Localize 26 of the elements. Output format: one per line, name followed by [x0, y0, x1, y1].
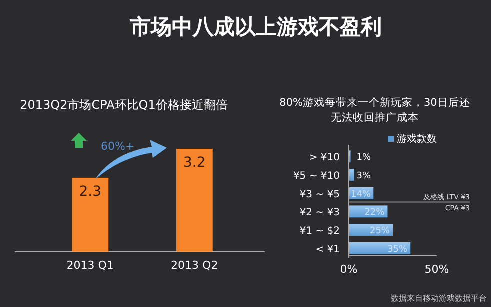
data-label: 1%: [356, 153, 372, 164]
text: 市场中八成以上游戏不盈利: [129, 15, 382, 39]
data-label: 14%: [350, 190, 372, 200]
legend-label: 游戏款数: [397, 133, 437, 145]
text: 数据来自移动游戏数据平台: [391, 294, 487, 303]
x-tick-label: 2013 Q2: [171, 259, 218, 272]
chart-title: 80%游戏每带来一个新玩家，30日后还无法收回推广成本: [280, 96, 470, 124]
y-tick-label: ¥5 ~ ¥10: [293, 170, 340, 182]
annotation: 60%+: [101, 140, 135, 153]
data-label: 35%: [388, 244, 408, 255]
data-label: 25%: [370, 226, 390, 237]
data-label: 2.3: [79, 184, 102, 200]
data-label: 3.2: [183, 155, 206, 171]
y-tick-label: ¥2 ~ ¥3: [300, 208, 340, 219]
y-tick-label: < ¥1: [316, 244, 340, 256]
y-tick-label: ¥1 ~ $2: [300, 226, 340, 238]
y-tick-label: > ¥10: [309, 152, 340, 164]
bar: [349, 169, 354, 181]
data-label: 3%: [356, 171, 372, 182]
x-tick-label: 0%: [340, 263, 358, 276]
x-tick-label: 2013 Q1: [66, 259, 114, 272]
chart-title: 2013Q2市场CPA环比Q1价格接近翻倍: [20, 98, 228, 112]
y-tick-label: ¥3 ~ ¥5: [300, 189, 340, 200]
x-tick-label: 50%: [424, 263, 450, 276]
data-label: 22%: [364, 208, 386, 218]
bar: [349, 242, 411, 254]
